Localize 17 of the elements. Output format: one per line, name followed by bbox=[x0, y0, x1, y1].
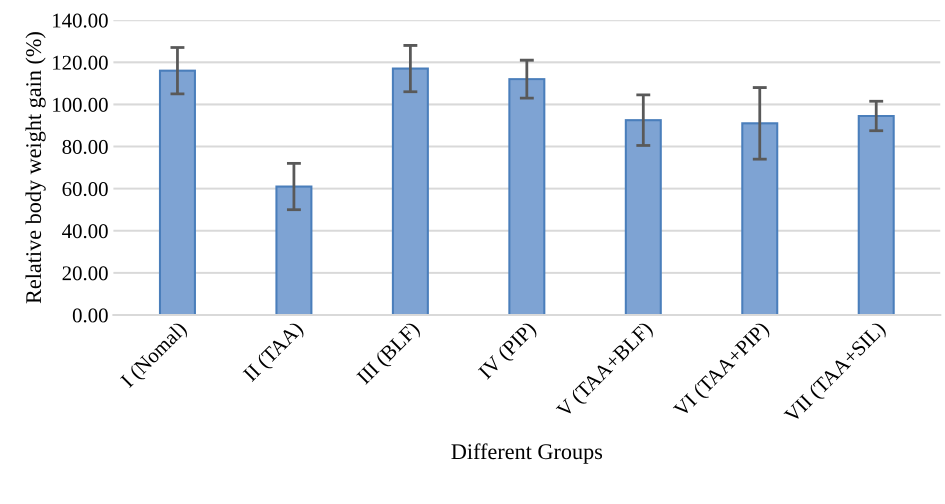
bar bbox=[858, 114, 895, 315]
bar bbox=[741, 122, 778, 315]
y-tick-label: 120.00 bbox=[53, 56, 108, 70]
y-tick-label: 60.00 bbox=[62, 182, 108, 196]
bar bbox=[158, 70, 196, 315]
y-tick-label: 100.00 bbox=[53, 98, 108, 112]
y-tick-label: 140.00 bbox=[53, 14, 108, 28]
y-tick-label: 0.00 bbox=[72, 308, 108, 323]
bar bbox=[624, 119, 662, 315]
bar bbox=[508, 78, 546, 315]
bar bbox=[275, 185, 312, 315]
y-axis-title: Relative body weight gain (%) bbox=[25, 32, 46, 304]
y-tick-label: 20.00 bbox=[62, 266, 108, 280]
y-tick-label: 80.00 bbox=[62, 140, 108, 154]
bar bbox=[392, 68, 429, 315]
x-axis-title: Different Groups bbox=[451, 443, 602, 464]
y-tick-label: 40.00 bbox=[62, 224, 108, 238]
